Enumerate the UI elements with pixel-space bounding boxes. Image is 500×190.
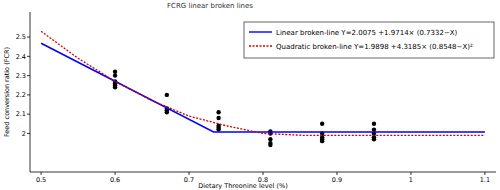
point: [216, 127, 220, 131]
y-tick-label: 2.4: [16, 53, 26, 61]
x-tick-label: 0.7: [184, 176, 194, 184]
legend-swatch: [249, 45, 272, 46]
point: [372, 137, 376, 141]
point: [216, 110, 220, 114]
y-tick: [27, 94, 30, 95]
chart: FCRG linear broken lines0.50.60.70.80.91…: [0, 0, 500, 190]
x-tick-label: 0.5: [36, 176, 46, 184]
legend-label: Quadratic broken-line Y=1.9898 +4.3185× …: [276, 43, 473, 51]
y-tick: [27, 75, 30, 76]
x-tick: [115, 172, 116, 175]
point: [165, 93, 169, 97]
y-tick-label: 2.1: [16, 110, 26, 118]
title: FCRG linear broken lines: [167, 2, 253, 10]
x-tick-label: 0.6: [110, 176, 120, 184]
point: [320, 139, 324, 143]
x-label: Dietary Threonine level (%): [198, 182, 287, 190]
y-tick-label: 2.3: [16, 72, 26, 80]
x-tick-label: 1: [409, 176, 413, 184]
y-tick-label: 2.2: [16, 91, 26, 99]
y-tick: [27, 37, 30, 38]
x-tick: [189, 172, 190, 175]
y-tick-label: 2.5: [16, 33, 26, 41]
y-tick: [27, 133, 30, 134]
legend-label: Linear broken-line Y=2.0075 +1.9714× (0.…: [276, 29, 458, 37]
point: [165, 110, 169, 114]
point: [216, 116, 220, 120]
y-tick: [27, 114, 30, 115]
x-tick: [410, 172, 411, 175]
x-tick-label: 0.9: [332, 176, 342, 184]
point: [268, 143, 272, 147]
point: [268, 137, 272, 141]
point: [113, 70, 117, 74]
x-tick: [336, 172, 337, 175]
legend-swatch: [249, 31, 272, 32]
point: [113, 85, 117, 89]
y-tick-label: 2: [22, 130, 26, 138]
x-tick-label: 1.1: [480, 176, 490, 184]
y-label: Feed conversion ratio (FCR): [3, 47, 11, 137]
point: [320, 122, 324, 126]
y-tick: [27, 56, 30, 57]
y-axis: [30, 12, 31, 172]
x-tick: [484, 172, 485, 175]
point: [372, 122, 376, 126]
x-tick: [263, 172, 264, 175]
point: [372, 127, 376, 131]
legend: Linear broken-line Y=2.0075 +1.9714× (0.…: [244, 22, 494, 58]
legend-box: [244, 22, 494, 58]
x-tick: [41, 172, 42, 175]
point: [113, 73, 117, 77]
